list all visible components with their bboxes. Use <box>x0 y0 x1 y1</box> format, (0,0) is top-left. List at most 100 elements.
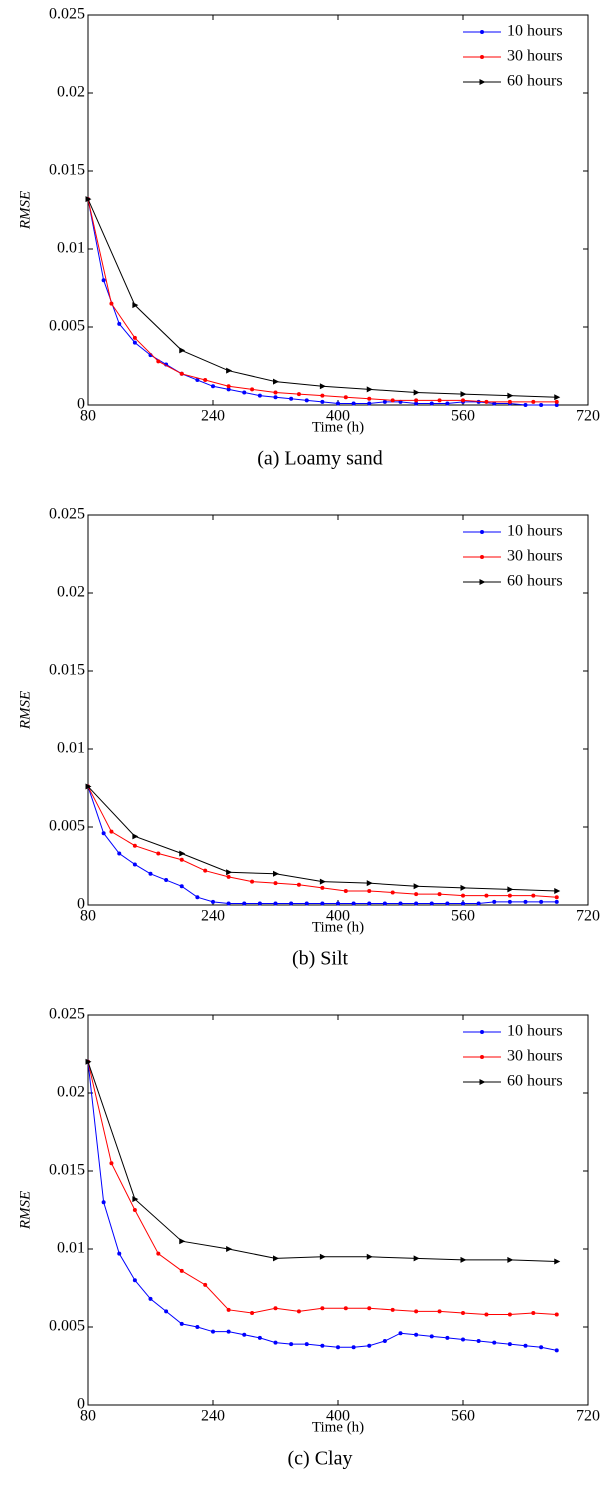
data-point <box>242 901 247 906</box>
data-point <box>226 367 233 374</box>
y-axis-label: RMSE <box>17 691 33 730</box>
data-point <box>336 401 340 406</box>
x-tick-label: 80 <box>80 908 96 925</box>
data-point <box>484 893 489 898</box>
y-tick-label: 0 <box>77 396 85 413</box>
data-point <box>414 1309 419 1314</box>
data-point <box>179 884 184 889</box>
data-point <box>445 401 450 406</box>
legend-label: 30 hours <box>507 1048 563 1065</box>
x-tick-label: 400 <box>326 408 350 425</box>
data-point <box>117 321 122 326</box>
legend-marker <box>479 1079 486 1085</box>
data-point <box>304 398 309 403</box>
data-point <box>132 1278 137 1283</box>
x-tick-label: 720 <box>576 908 600 925</box>
data-point <box>156 359 161 364</box>
data-point <box>336 1345 340 1350</box>
data-point <box>296 1309 301 1314</box>
data-point <box>257 393 262 398</box>
x-tick-label: 560 <box>451 908 475 925</box>
data-point <box>366 880 373 887</box>
data-point <box>367 396 372 401</box>
data-point <box>492 401 497 406</box>
data-point <box>367 1343 372 1348</box>
x-tick-label: 560 <box>451 1408 475 1425</box>
data-point <box>179 1321 184 1326</box>
data-point <box>539 403 544 407</box>
data-point <box>414 892 419 897</box>
y-axis-label: RMSE <box>17 191 33 230</box>
data-point <box>195 378 200 383</box>
data-point <box>507 893 512 898</box>
data-point <box>343 888 348 893</box>
legend-marker <box>479 79 486 85</box>
data-point <box>132 843 137 848</box>
x-tick-label: 240 <box>201 408 225 425</box>
data-point <box>531 399 536 404</box>
x-tick-label: 560 <box>451 408 475 425</box>
legend-marker <box>480 55 484 59</box>
data-point <box>296 392 301 397</box>
data-point <box>211 384 215 389</box>
data-point <box>273 870 279 877</box>
data-point <box>85 196 92 203</box>
data-point <box>179 371 184 376</box>
data-point <box>273 881 278 886</box>
x-tick-label: 240 <box>201 1408 225 1425</box>
data-point <box>179 850 186 857</box>
data-point <box>320 901 325 906</box>
x-tick-label: 80 <box>80 1408 96 1425</box>
legend-label: 60 hours <box>507 1073 563 1090</box>
x-axis-label: Time (h) <box>312 1419 364 1435</box>
data-point <box>85 783 92 790</box>
data-point <box>507 886 514 893</box>
data-point <box>484 399 489 404</box>
series-line <box>87 198 557 403</box>
data-point <box>132 833 139 840</box>
data-point <box>484 1312 489 1317</box>
data-point <box>460 884 467 891</box>
data-point <box>343 395 348 400</box>
data-point <box>101 1200 106 1205</box>
legend-label: 10 hours <box>507 523 563 540</box>
data-point <box>398 1331 403 1336</box>
data-point <box>554 1348 559 1353</box>
y-tick-label: 0.025 <box>49 1006 85 1023</box>
data-point <box>226 869 233 876</box>
data-point <box>273 395 278 400</box>
data-point <box>461 1310 465 1315</box>
series-line <box>87 1061 557 1262</box>
y-tick-label: 0.02 <box>57 1084 85 1101</box>
data-point <box>319 1253 326 1260</box>
x-axis-label: Time (h) <box>312 419 364 435</box>
data-point <box>414 901 419 906</box>
data-point <box>351 901 356 906</box>
caption: (c) Clay <box>288 1448 353 1470</box>
data-point <box>398 399 403 404</box>
data-point <box>117 1251 122 1256</box>
data-point <box>367 401 372 406</box>
data-point <box>460 1256 467 1263</box>
data-point <box>257 1335 262 1340</box>
data-point <box>414 401 419 406</box>
y-tick-label: 0.02 <box>57 584 85 601</box>
data-point <box>507 1342 512 1347</box>
data-point <box>320 399 325 404</box>
data-point <box>367 1306 372 1311</box>
y-tick-label: 0.025 <box>49 506 85 523</box>
data-point <box>85 1058 92 1065</box>
data-point <box>156 1251 161 1256</box>
data-point <box>539 1345 544 1350</box>
data-point <box>179 1268 184 1273</box>
data-point <box>132 862 137 867</box>
data-point <box>554 1312 559 1317</box>
legend-label: 10 hours <box>507 1023 563 1040</box>
y-tick-label: 0.005 <box>49 1318 85 1335</box>
data-point <box>179 857 184 862</box>
legend-marker <box>480 1030 484 1034</box>
data-point <box>414 398 419 403</box>
data-point <box>203 1282 208 1287</box>
data-point <box>273 390 278 395</box>
y-tick-label: 0 <box>77 1396 85 1413</box>
